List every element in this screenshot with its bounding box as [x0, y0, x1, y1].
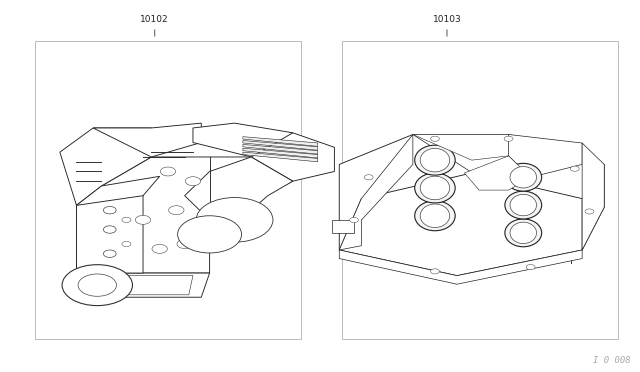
Polygon shape — [339, 134, 413, 250]
Circle shape — [431, 269, 439, 274]
Ellipse shape — [415, 173, 455, 203]
Polygon shape — [413, 134, 509, 160]
Circle shape — [186, 177, 201, 186]
Circle shape — [160, 167, 176, 176]
Ellipse shape — [420, 176, 450, 200]
Ellipse shape — [505, 219, 541, 247]
Polygon shape — [93, 275, 193, 295]
Polygon shape — [243, 152, 318, 162]
Polygon shape — [339, 173, 582, 276]
Ellipse shape — [510, 194, 536, 216]
Circle shape — [169, 206, 184, 215]
Polygon shape — [77, 176, 160, 205]
Circle shape — [364, 175, 373, 180]
Polygon shape — [185, 157, 293, 220]
Circle shape — [122, 217, 131, 222]
Polygon shape — [81, 285, 114, 300]
Circle shape — [177, 240, 193, 248]
Bar — [35, 41, 301, 339]
Circle shape — [136, 215, 151, 224]
Circle shape — [349, 218, 358, 222]
Circle shape — [104, 206, 116, 214]
Circle shape — [504, 136, 513, 141]
Polygon shape — [77, 196, 143, 273]
Polygon shape — [235, 133, 334, 181]
Polygon shape — [243, 148, 318, 158]
Polygon shape — [77, 157, 293, 273]
Polygon shape — [465, 156, 531, 190]
Polygon shape — [243, 137, 318, 146]
Circle shape — [526, 264, 535, 270]
Polygon shape — [243, 144, 318, 154]
Polygon shape — [243, 141, 318, 150]
Circle shape — [62, 265, 132, 306]
Ellipse shape — [415, 145, 455, 175]
Ellipse shape — [420, 204, 450, 228]
Circle shape — [570, 166, 579, 171]
Polygon shape — [332, 220, 354, 233]
Ellipse shape — [505, 191, 541, 219]
Text: I 0 008: I 0 008 — [593, 356, 630, 365]
Ellipse shape — [510, 222, 536, 244]
Circle shape — [178, 216, 242, 253]
Circle shape — [78, 274, 116, 296]
Ellipse shape — [415, 201, 455, 231]
Circle shape — [104, 250, 116, 257]
Polygon shape — [93, 123, 201, 157]
Circle shape — [196, 198, 273, 242]
Ellipse shape — [420, 148, 450, 172]
Circle shape — [585, 209, 594, 214]
Text: 10102: 10102 — [140, 15, 169, 36]
Polygon shape — [339, 134, 604, 276]
Polygon shape — [193, 123, 293, 157]
Polygon shape — [60, 128, 152, 205]
Polygon shape — [582, 143, 604, 250]
Circle shape — [152, 244, 168, 253]
Polygon shape — [413, 134, 509, 177]
Circle shape — [431, 136, 439, 141]
Bar — [342, 41, 618, 339]
Circle shape — [122, 241, 131, 247]
Circle shape — [104, 226, 116, 233]
Ellipse shape — [505, 163, 541, 191]
Ellipse shape — [510, 167, 536, 188]
Text: 10103: 10103 — [433, 15, 461, 36]
Polygon shape — [509, 134, 582, 177]
Polygon shape — [339, 250, 582, 284]
Polygon shape — [77, 273, 210, 297]
